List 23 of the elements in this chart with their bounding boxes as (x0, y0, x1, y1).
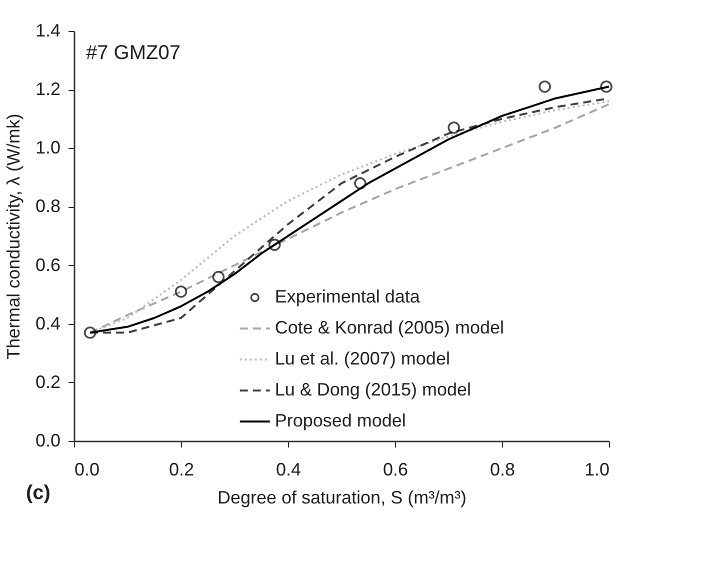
y-tick-label: 1.4 (35, 20, 60, 40)
x-tick-label: 0.8 (490, 460, 516, 480)
legend-label: Cote & Konrad (2005) model (274, 318, 504, 338)
legend-label: Experimental data (274, 286, 421, 306)
text: (c) (26, 482, 50, 504)
legend-label: Lu et al. (2007) model (274, 348, 450, 368)
y-tick-label: 0.8 (35, 196, 60, 216)
x-tick-label: 0.6 (382, 460, 408, 480)
annotation: #7 GMZ07 (86, 42, 180, 64)
y-tick-label: 1.2 (35, 79, 60, 100)
legend-label: Lu & Dong (2015) model (274, 380, 471, 400)
x-tick-label: 0.0 (74, 460, 100, 480)
y-tick-label: 0.2 (35, 372, 60, 392)
x-axis-title: Degree of saturation, S (m³/m³) (217, 488, 467, 508)
x-tick-label: 0.2 (168, 460, 194, 480)
legend-label: Proposed model (274, 410, 406, 430)
x-tick-label: 1.0 (584, 460, 610, 480)
x-tick-label: 0.4 (276, 460, 302, 480)
y-tick-label: 1.0 (35, 138, 60, 158)
y-tick-label: 0.6 (35, 254, 60, 275)
y-tick-label: 0.0 (35, 430, 60, 450)
y-axis-title: Thermal conductivity, λ (W/mk) (3, 114, 24, 360)
y-tick-label: 0.4 (35, 313, 60, 334)
